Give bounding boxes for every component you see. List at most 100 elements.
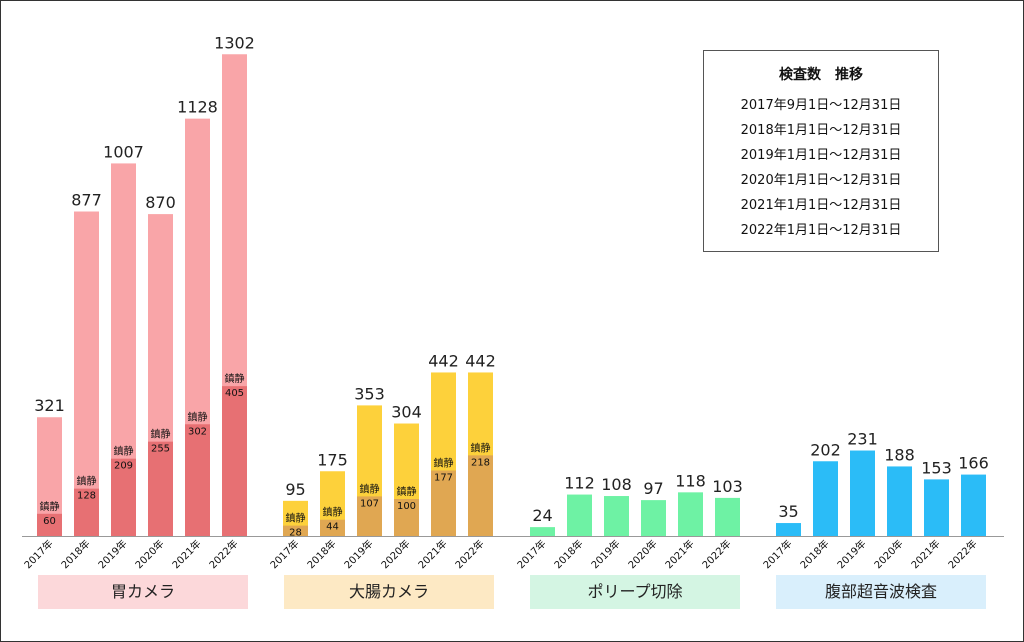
bar-sedation-0-5 — [222, 386, 247, 536]
year-tick-0-5: 2022年 — [206, 537, 240, 571]
year-tick-3-3: 2020年 — [871, 537, 905, 571]
sedation-value-0-2: 209 — [114, 461, 133, 472]
bar-value-0-5: 1302 — [214, 33, 255, 52]
sedation-value-0-5: 405 — [225, 388, 244, 399]
sedation-label-1-4: 鎮静 — [434, 457, 454, 470]
year-tick-0-0: 2017年 — [21, 537, 55, 571]
category-label-polyp-removal: ポリープ切除 — [530, 575, 740, 609]
category-label-abdominal-ultrasound: 腹部超音波検査 — [776, 575, 986, 609]
sedation-value-0-4: 302 — [188, 426, 207, 437]
year-tick-2-3: 2020年 — [625, 537, 659, 571]
year-tick-2-4: 2021年 — [662, 537, 696, 571]
sedation-value-1-1: 44 — [326, 522, 339, 533]
bar-sedation-1-3 — [394, 499, 419, 536]
bar-total-3-4 — [924, 479, 949, 536]
bar-value-1-5: 442 — [465, 351, 496, 370]
bar-sedation-1-4 — [431, 470, 456, 536]
legend-period-2022: 2022年1月1日〜12月31日 — [740, 223, 902, 238]
legend-period-2017: 2017年9月1日〜12月31日 — [740, 98, 902, 113]
year-tick-2-5: 2022年 — [699, 537, 733, 571]
bar-value-1-2: 353 — [354, 384, 385, 403]
bar-total-2-4 — [678, 492, 703, 536]
sedation-value-1-0: 28 — [289, 528, 302, 539]
bar-sedation-1-2 — [357, 496, 382, 536]
year-tick-1-4: 2021年 — [415, 537, 449, 571]
bar-value-0-2: 1007 — [103, 142, 144, 161]
bar-value-2-5: 103 — [712, 477, 743, 496]
bar-value-3-5: 166 — [958, 454, 989, 473]
sedation-label-0-1: 鎮静 — [77, 475, 97, 488]
year-tick-3-4: 2021年 — [908, 537, 942, 571]
bar-total-2-1 — [567, 494, 592, 536]
bar-total-2-0 — [530, 527, 555, 536]
legend-period-2021: 2021年1月1日〜12月31日 — [740, 198, 902, 213]
bar-sedation-0-1 — [74, 488, 99, 536]
sedation-value-1-5: 218 — [471, 457, 490, 468]
bar-total-2-5 — [715, 497, 740, 536]
sedation-label-1-2: 鎮静 — [360, 482, 380, 495]
year-tick-1-1: 2018年 — [304, 537, 338, 571]
sedation-label-0-2: 鎮静 — [114, 445, 134, 458]
sedation-value-0-1: 128 — [77, 491, 96, 502]
bar-sedation-1-5 — [468, 455, 493, 536]
bar-total-3-3 — [887, 466, 912, 536]
sedation-label-1-5: 鎮静 — [471, 441, 491, 454]
bar-value-0-1: 877 — [71, 191, 102, 210]
bar-total-2-3 — [641, 500, 666, 536]
bar-sedation-1-0 — [283, 525, 308, 536]
year-tick-0-2: 2019年 — [95, 537, 129, 571]
bar-value-3-2: 231 — [847, 430, 878, 449]
sedation-label-0-5: 鎮静 — [225, 372, 245, 385]
year-tick-3-0: 2017年 — [760, 537, 794, 571]
bar-value-2-3: 97 — [643, 479, 663, 498]
sedation-label-1-1: 鎮静 — [323, 506, 343, 519]
bar-value-2-2: 108 — [601, 475, 632, 494]
legend-period-2020: 2020年1月1日〜12月31日 — [740, 173, 902, 188]
year-tick-0-4: 2021年 — [169, 537, 203, 571]
year-tick-0-1: 2018年 — [58, 537, 92, 571]
year-tick-2-0: 2017年 — [514, 537, 548, 571]
bar-value-3-4: 153 — [921, 458, 952, 477]
sedation-label-0-4: 鎮静 — [188, 410, 208, 423]
category-label-colon-camera: 大腸カメラ — [284, 575, 494, 609]
bar-total-3-5 — [961, 474, 986, 536]
bar-sedation-0-4 — [185, 424, 210, 536]
year-tick-2-2: 2019年 — [588, 537, 622, 571]
bar-value-1-3: 304 — [391, 403, 422, 422]
year-tick-1-3: 2020年 — [378, 537, 412, 571]
year-tick-1-0: 2017年 — [267, 537, 301, 571]
sedation-label-1-3: 鎮静 — [397, 485, 417, 498]
sedation-value-1-4: 177 — [434, 473, 453, 484]
bar-value-2-1: 112 — [564, 474, 595, 493]
bar-value-0-0: 321 — [34, 396, 65, 415]
bar-value-0-4: 1128 — [177, 98, 218, 117]
year-tick-0-3: 2020年 — [132, 537, 166, 571]
legend-period-2018: 2018年1月1日〜12月31日 — [740, 123, 902, 138]
bar-value-1-0: 95 — [285, 480, 305, 499]
bar-value-3-3: 188 — [884, 445, 915, 464]
legend-title: 検査数 推移 — [779, 67, 863, 83]
year-tick-1-5: 2022年 — [452, 537, 486, 571]
legend-box: 検査数 推移 2017年9月1日〜12月31日 2018年1月1日〜12月31日… — [703, 50, 939, 252]
bar-total-3-0 — [776, 523, 801, 536]
bar-sedation-0-2 — [111, 458, 136, 536]
bar-value-3-0: 35 — [778, 502, 798, 521]
year-tick-3-1: 2018年 — [797, 537, 831, 571]
bar-value-0-3: 870 — [145, 193, 176, 212]
bar-value-2-4: 118 — [675, 471, 706, 490]
bar-sedation-1-1 — [320, 519, 345, 536]
sedation-label-0-3: 鎮静 — [151, 428, 171, 441]
category-label-stomach-camera: 胃カメラ — [38, 575, 248, 609]
bar-value-1-1: 175 — [317, 450, 348, 469]
legend-period-2019: 2019年1月1日〜12月31日 — [740, 148, 902, 163]
bar-total-2-2 — [604, 496, 629, 536]
sedation-label-1-0: 鎮静 — [286, 512, 306, 525]
year-tick-3-2: 2019年 — [834, 537, 868, 571]
year-tick-2-1: 2018年 — [551, 537, 585, 571]
bar-sedation-0-0 — [37, 513, 62, 536]
bar-total-3-2 — [850, 450, 875, 536]
bar-value-1-4: 442 — [428, 351, 459, 370]
sedation-value-0-3: 255 — [151, 444, 170, 455]
sedation-label-0-0: 鎮静 — [40, 500, 60, 513]
